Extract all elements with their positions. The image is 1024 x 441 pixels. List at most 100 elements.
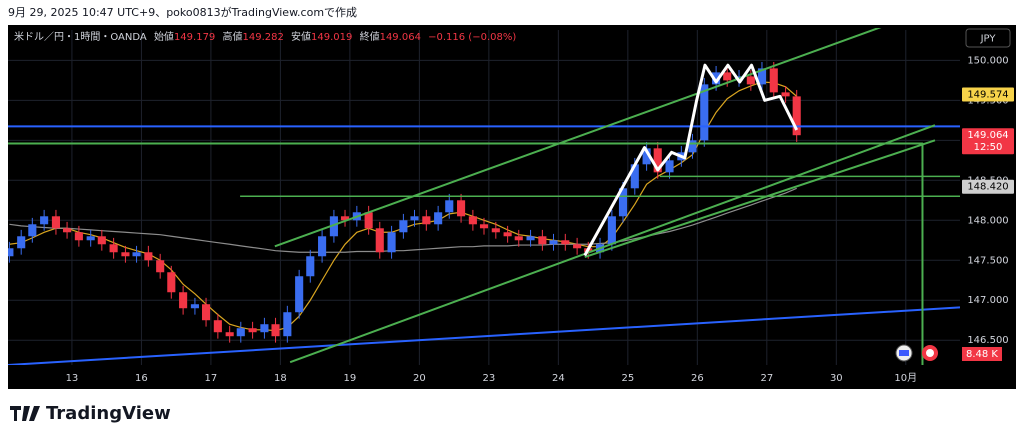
caption: 9月 29, 2025 10:47 UTC+9、poko0813がTrading… [8,6,358,19]
open-value: 149.179 [174,32,215,43]
candle-body [503,232,512,237]
price-badge-label: 149.064 [967,130,1008,141]
candle-body [109,244,118,253]
candle-body [434,212,443,225]
open-label: 始値 [154,30,174,43]
candle-body [573,244,582,249]
candle-body [712,72,721,85]
candle-body [329,216,338,237]
candle-body [561,240,570,245]
y-tick-label: 147.500 [967,255,1008,266]
candle-body [653,148,662,173]
x-tick-label: 17 [205,373,218,384]
drawing-line [583,63,799,257]
close-label: 終値 [360,30,380,43]
candle-body [700,84,709,141]
candle-body [271,324,280,337]
price-badge-label: 148.420 [967,182,1008,193]
candle-body [665,160,674,173]
high-label: 高値 [222,30,242,43]
x-tick-label: 10月 [894,372,917,384]
brand: TradingView [46,403,171,424]
candle-body [642,148,651,165]
candle-body [387,232,396,253]
candle-body [295,276,304,313]
price-badge-label: 149.574 [967,89,1008,100]
x-tick-label: 20 [413,373,426,384]
candle-body [445,200,454,213]
moving-average [9,187,797,253]
candle-body [179,292,188,309]
candle-body [167,272,176,293]
candle-body [526,236,535,241]
candle-body [156,260,165,273]
candle-body [63,228,72,233]
brand-logo [10,405,40,421]
change: −0.116 (−0.08%) [428,32,516,43]
candle-body [225,332,234,337]
drawing-line [8,306,960,365]
candle-body [757,68,767,85]
high-value: 149.282 [242,32,283,43]
candle-body [468,216,477,225]
volume-badge [962,347,1002,361]
footer: TradingView [10,403,171,424]
candle-body [479,224,489,229]
candle-body [769,68,778,93]
candle-body [201,304,211,321]
low-label: 安値 [291,30,311,43]
candle-body [491,228,500,233]
candle-body [318,236,327,257]
symbol: 米ドル／円・1時間・OANDA [14,30,147,43]
drawing-line [274,28,882,248]
candle-body [410,216,419,221]
candle-body [8,248,14,257]
candle-body [51,216,61,229]
candle-body [144,252,153,261]
candle-body [607,216,616,245]
chart-background [8,25,1016,389]
y-tick-label: 148.000 [967,215,1008,226]
candle-body [630,164,639,189]
candle-body [97,236,106,245]
candle-body [375,228,384,253]
candle-body [792,96,801,136]
x-tick-label: 19 [344,373,357,384]
price-badge-time: 12:50 [974,142,1003,153]
price-badge [962,128,1014,155]
currency-box[interactable] [965,28,1011,48]
candle-body [213,320,222,333]
candle-body [40,216,49,225]
x-tick-label: 16 [135,373,148,384]
y-tick-label: 146.500 [967,335,1008,346]
candle-body [340,216,350,221]
candle-body [248,328,257,333]
x-tick-label: 18 [274,373,287,384]
candle-body [236,328,245,337]
x-tick-label: 24 [552,373,565,384]
volume-label: 8.48 K [966,349,998,360]
low-value: 149.019 [311,32,352,43]
x-tick-label: 27 [760,373,773,384]
candle-body [549,240,558,245]
candle-body [618,188,628,217]
candle-body [422,216,431,225]
candle-body [746,76,755,85]
candle-body [457,200,466,217]
legend: 米ドル／円・1時間・OANDA 始値149.179 高値149.282 安値14… [14,30,516,43]
x-tick-label: 26 [691,373,704,384]
x-tick-label: 23 [482,373,495,384]
candle-body [283,312,292,337]
candle-body [364,212,373,229]
axes: 146.500147.000147.500148.000148.500149.0… [66,55,1014,384]
candle-body [781,92,790,97]
grid [8,30,960,365]
drawing-line [289,124,936,364]
y-tick-label: 150.000 [967,55,1008,66]
candle-body [121,252,130,257]
candle-body [190,304,199,309]
candle-body [688,140,697,153]
x-tick-label: 30 [830,373,843,384]
